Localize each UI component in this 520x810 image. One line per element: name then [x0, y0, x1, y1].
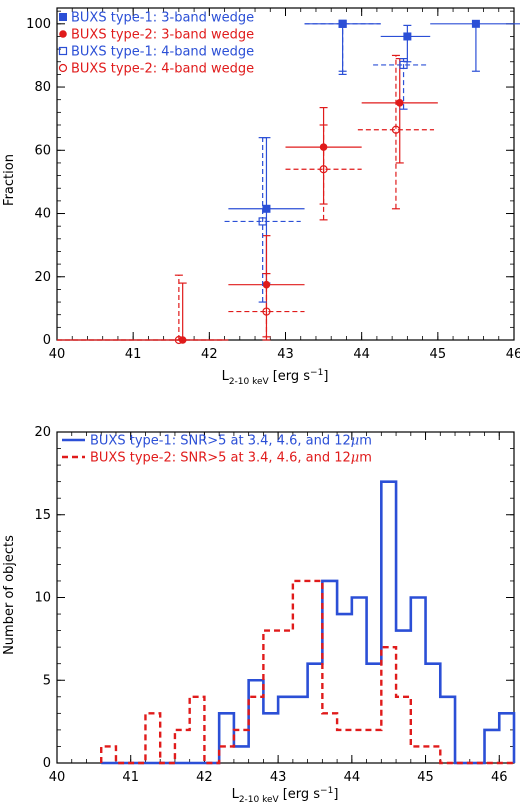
y-tick-label: 80 [34, 80, 51, 95]
data-series [57, 19, 520, 345]
x-tick-label: 46 [491, 770, 508, 785]
data-point [399, 60, 408, 70]
legend: BUXS type-1: SNR>5 at 3.4, 4.6, and 12μm… [62, 434, 372, 466]
histogram-series [100, 579, 514, 765]
y-tick-label: 20 [34, 425, 51, 440]
legend-label: BUXS type-1: SNR>5 at 3.4, 4.6, and 12μm [90, 434, 372, 449]
x-axis-label: L2-10 keV [erg s−1] [222, 368, 329, 387]
legend-label: BUXS type-2: SNR>5 at 3.4, 4.6, and 12μm [90, 451, 372, 466]
x-axis-label-sub: 2-10 keV [239, 795, 280, 805]
x-axis-label-close: ] [333, 787, 338, 802]
data-point [262, 280, 271, 289]
histogram-series [101, 480, 516, 765]
x-axis-label-sub: 2-10 keV [229, 377, 270, 387]
legend-label-text: BUXS type-1: SNR>5 at 3.4, 4.6, and 12 [90, 434, 351, 449]
legend-label: BUXS type-2: 3-band wedge [71, 28, 254, 43]
legend-marker [58, 63, 68, 73]
x-tick-label: 44 [344, 770, 361, 785]
legend-label-text: BUXS type-2: SNR>5 at 3.4, 4.6, and 12 [90, 451, 351, 466]
x-tick-label: 44 [353, 347, 370, 362]
legend-label: BUXS type-1: 3-band wedge [71, 11, 254, 26]
y-tick-label: 60 [34, 143, 51, 158]
x-tick-label: 43 [270, 770, 287, 785]
y-axis-label: Fraction [2, 154, 17, 206]
y-tick-label: 0 [43, 333, 51, 348]
data-point [391, 125, 401, 134]
data-point [319, 165, 328, 174]
y-tick-label: 20 [34, 270, 51, 285]
x-tick-label: 41 [122, 770, 139, 785]
x-axis-label-unit: [erg s [283, 787, 321, 802]
data-point [395, 99, 404, 107]
legend-label-unit: m [359, 434, 372, 449]
y-axis-label: Number of objects [2, 535, 17, 655]
data-point [403, 32, 412, 41]
legend-label-mu: μ [351, 451, 359, 466]
x-tick-label: 40 [49, 770, 66, 785]
y-tick-label: 10 [34, 591, 51, 606]
x-axis-label-main: L [222, 369, 230, 384]
data-point [174, 335, 183, 345]
x-tick-label: 46 [506, 347, 520, 362]
x-tick-label: 45 [430, 347, 447, 362]
plot-frame: 40 41 42 43 44 45 46 0 20 40 60 80 100 [26, 7, 520, 362]
legend-label-unit: m [359, 451, 372, 466]
x-axis-label-main: L [232, 787, 240, 802]
data-point [258, 217, 267, 226]
x-tick-label: 42 [196, 770, 213, 785]
data-series [100, 480, 516, 765]
x-tick-label: 43 [277, 347, 294, 362]
x-tick-label: 42 [201, 347, 218, 362]
legend-label-mu: μ [351, 434, 359, 449]
x-axis-label-unit: [erg s [273, 369, 311, 384]
legend-marker [58, 46, 68, 56]
x-tick-label: 45 [417, 770, 434, 785]
data-point [338, 19, 347, 28]
plot-frame: 40 41 42 43 44 45 46 0 5 10 15 20 [34, 425, 515, 785]
x-axis-label: L2-10 keV [erg s−1] [232, 786, 339, 805]
legend-marker [59, 30, 67, 38]
x-axis-label-sup: −1 [320, 786, 333, 796]
x-axis-label-sup: −1 [310, 368, 323, 378]
legend-label: BUXS type-1: 4-band wedge [71, 45, 254, 60]
histogram-chart: 40 41 42 43 44 45 46 0 5 10 15 20 BUXS type-1: SNR>… [2, 425, 516, 805]
y-tick-label: 15 [34, 508, 51, 523]
x-tick-label: 41 [125, 347, 142, 362]
legend-marker [59, 13, 67, 21]
x-axis-label-close: ] [323, 369, 328, 384]
x-tick-label: 40 [49, 347, 66, 362]
y-tick-label: 100 [26, 17, 51, 32]
legend-label: BUXS type-2: 4-band wedge [71, 62, 254, 77]
y-tick-label: 40 [34, 207, 51, 222]
data-point [262, 307, 271, 316]
legend: BUXS type-1: 3-band wedge BUXS type-2: 3-… [58, 11, 254, 77]
data-point [262, 204, 271, 213]
y-tick-label: 0 [43, 756, 51, 771]
y-tick-label: 5 [43, 673, 51, 688]
fraction-chart: 40 41 42 43 44 45 46 0 20 40 60 80 100 BUXS type-1: … [2, 7, 520, 387]
data-point [471, 19, 480, 28]
plot-border [56, 431, 515, 764]
